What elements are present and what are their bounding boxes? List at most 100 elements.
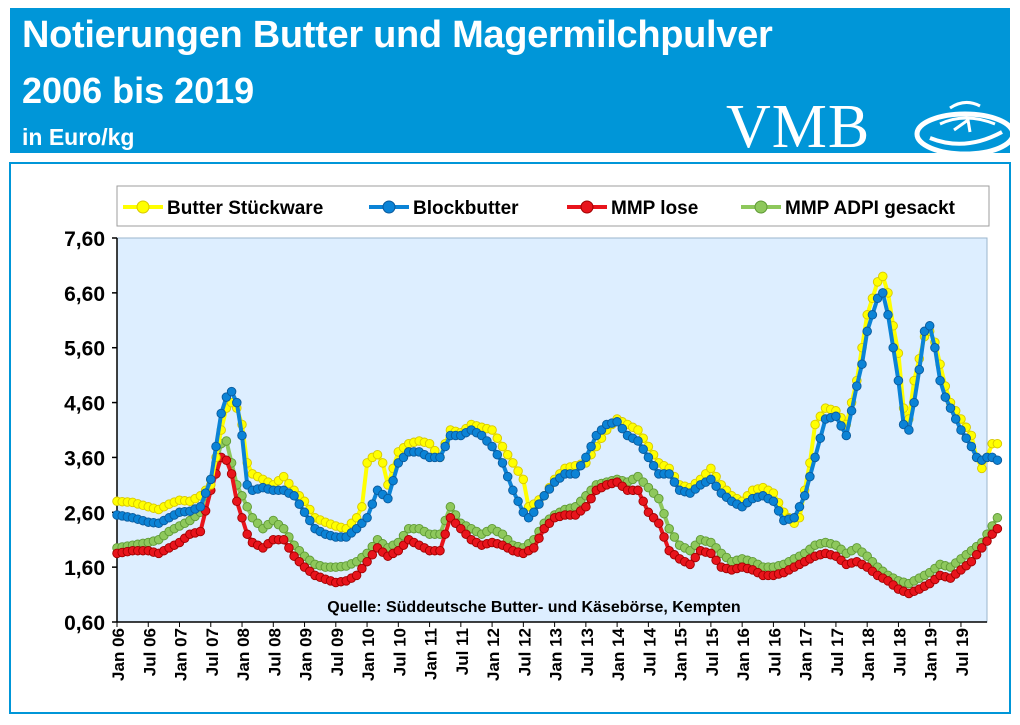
data-point — [612, 417, 622, 427]
data-point — [206, 474, 216, 485]
data-point — [857, 359, 867, 369]
data-point — [815, 433, 826, 443]
data-point — [518, 474, 529, 485]
x-tick-label: Jul 12 — [515, 628, 534, 676]
legend-swatch-marker — [136, 200, 150, 214]
x-tick-label: Jul 14 — [640, 627, 659, 676]
x-tick-label: Jan 09 — [297, 628, 316, 681]
data-point — [586, 441, 596, 452]
data-point — [221, 455, 232, 465]
data-point — [633, 425, 643, 435]
data-point — [940, 392, 951, 402]
data-point — [357, 502, 367, 512]
legend-label: Blockbutter — [413, 198, 519, 219]
vmb-logo-icon — [914, 101, 1016, 157]
data-point — [794, 502, 805, 512]
x-tick-label: Jan 19 — [922, 628, 941, 681]
data-point — [643, 452, 654, 463]
data-point — [654, 493, 664, 504]
data-point — [846, 406, 857, 416]
data-point — [878, 271, 888, 282]
data-point — [664, 469, 674, 479]
unit-label: in Euro/kg — [22, 124, 135, 150]
data-point — [867, 310, 878, 320]
data-point — [904, 425, 914, 435]
x-tick-label: Jul 10 — [390, 628, 409, 676]
data-point — [502, 471, 513, 482]
data-point — [768, 496, 779, 507]
legend-swatch-marker — [754, 200, 768, 214]
data-point — [367, 499, 378, 509]
page-subtitle: 2006 bis 2019 — [22, 70, 255, 111]
y-tick-label: 4,60 — [64, 393, 105, 416]
data-point — [977, 543, 987, 553]
data-point — [841, 430, 852, 441]
data-point — [799, 491, 810, 501]
x-tick-label: Jul 15 — [703, 628, 722, 676]
data-point — [945, 403, 956, 413]
data-point — [424, 438, 435, 449]
x-tick-label: Jan 07 — [172, 628, 191, 681]
legend: Butter Stückware Blockbutter MMP lose MMP A… — [116, 185, 990, 227]
x-tick-label: Jul 16 — [765, 628, 784, 676]
data-point — [278, 523, 289, 534]
data-point — [435, 452, 445, 463]
data-point — [971, 550, 982, 560]
data-point — [711, 481, 721, 491]
x-tick-label: Jul 08 — [265, 628, 284, 676]
data-point — [435, 545, 445, 556]
data-point — [221, 436, 232, 446]
data-point — [383, 493, 393, 504]
data-point — [633, 436, 643, 446]
data-point — [497, 458, 508, 468]
data-point — [633, 485, 643, 496]
series-blockbutter — [112, 288, 1003, 542]
data-point — [888, 342, 898, 353]
data-point — [513, 496, 523, 507]
data-point — [539, 491, 549, 501]
data-point — [930, 342, 940, 353]
data-point — [659, 508, 669, 519]
x-tick-label: Jul 09 — [328, 628, 347, 676]
data-point — [805, 471, 815, 482]
x-tick-label: Jan 10 — [359, 628, 378, 681]
data-point — [211, 441, 221, 452]
data-point — [362, 556, 372, 567]
data-point — [581, 452, 591, 463]
data-point — [487, 425, 497, 435]
data-point — [810, 419, 820, 430]
data-point — [242, 502, 252, 512]
data-point — [544, 484, 555, 494]
x-tick-label: Jan 18 — [859, 628, 878, 681]
data-point — [654, 518, 664, 529]
data-point — [575, 460, 586, 471]
data-point — [581, 502, 591, 512]
legend-box — [116, 185, 990, 227]
data-point — [961, 433, 971, 443]
data-point — [513, 466, 523, 476]
data-point — [977, 463, 987, 474]
data-point — [357, 563, 367, 574]
data-point — [200, 488, 211, 498]
x-tick-label: Jul 18 — [890, 628, 909, 676]
data-point — [914, 364, 925, 375]
y-tick-label: 7,60 — [64, 228, 105, 251]
x-tick-label: Jan 08 — [234, 628, 253, 681]
data-point — [711, 555, 721, 566]
data-point — [440, 441, 450, 452]
x-tick-label: Jul 07 — [203, 628, 222, 676]
data-point — [638, 496, 648, 507]
data-point — [278, 534, 289, 545]
data-point — [966, 441, 977, 452]
data-point — [924, 321, 935, 331]
y-tick-label: 0,60 — [64, 612, 105, 635]
data-point — [508, 458, 518, 468]
data-point — [278, 471, 289, 482]
x-tick-label: Jan 15 — [672, 628, 691, 681]
y-tick-label: 3,60 — [64, 447, 105, 470]
legend-swatch-marker — [580, 200, 594, 214]
data-point — [706, 474, 716, 485]
data-point — [789, 513, 799, 523]
x-tick-label: Jan 11 — [422, 628, 441, 680]
y-tick-label: 6,60 — [64, 283, 105, 306]
